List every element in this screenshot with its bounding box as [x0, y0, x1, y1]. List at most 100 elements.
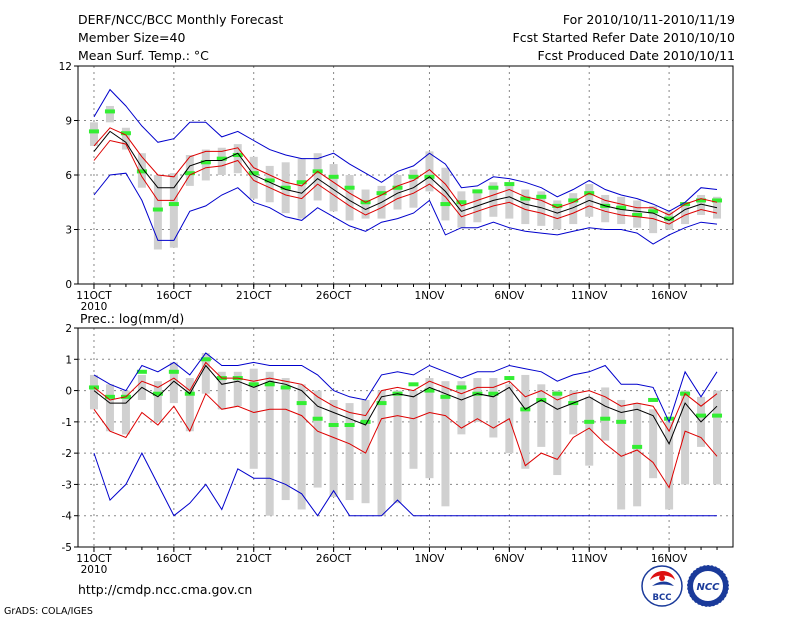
precip-spread-box — [201, 353, 210, 394]
precip-xtick-label: 11OCT — [76, 553, 112, 565]
precip-climatology-mark — [712, 413, 723, 418]
precip-ytick-label: 2 — [65, 323, 72, 335]
temp-ytick-label: 0 — [65, 279, 72, 291]
precip-spread-box — [681, 390, 690, 485]
forecast-produced-date: Fcst Produced Date 2010/10/11 — [537, 48, 735, 63]
temp-spread-box — [409, 169, 418, 208]
temp-ytick-label: 3 — [65, 225, 72, 237]
temp-climatology-mark — [648, 209, 659, 214]
temp-year-label: 2010 — [81, 301, 108, 313]
precip-climatology-mark — [424, 388, 435, 393]
temp-climatology-mark — [664, 216, 675, 221]
temp-spread-box — [329, 164, 338, 212]
temp-xtick-label: 16NOV — [651, 290, 688, 302]
temp-mean-spread-line — [93, 139, 718, 225]
precip-ensemble-max-line — [93, 352, 718, 424]
temp-climatology-mark — [168, 202, 179, 207]
precip-climatology-mark — [264, 382, 275, 387]
temp-climatology-mark — [504, 182, 515, 187]
temp-spread-box — [297, 158, 306, 219]
precip-xtick-label: 26OCT — [316, 553, 352, 565]
precip-climatology-mark — [648, 397, 659, 402]
precip-year-label: 2010 — [81, 564, 108, 576]
temp-climatology-mark — [616, 205, 627, 210]
precip-spread-box — [617, 399, 626, 510]
temp-spread-box — [713, 196, 722, 219]
precip-climatology-mark — [248, 382, 259, 387]
precip-climatology-mark — [584, 419, 595, 424]
precip-spread-box — [441, 381, 450, 507]
temp-climatology-mark — [296, 180, 307, 185]
temp-climatology-mark — [200, 160, 211, 165]
precip-xtick-label: 11NOV — [571, 553, 608, 565]
member-size-label: Member Size=40 — [78, 30, 185, 45]
temp-spread-box — [521, 189, 530, 225]
temp-climatology-mark — [696, 198, 707, 203]
precip-spread-box — [585, 396, 594, 466]
forecast-start-date: Fcst Started Refer Date 2010/10/10 — [513, 30, 736, 45]
temp-climatology-mark — [488, 185, 499, 190]
precip-ytick-label: 0 — [65, 386, 72, 398]
ncc-logo: NCC — [686, 564, 730, 608]
temp-climatology-mark — [632, 212, 643, 217]
forecast-period: For 2010/10/11-2010/11/19 — [563, 12, 735, 27]
precip-spread-box — [329, 399, 338, 497]
precip-climatology-mark — [376, 401, 387, 406]
precip-spread-box — [649, 409, 658, 479]
temp-climatology-mark — [472, 189, 483, 194]
temp-climatology-mark — [88, 129, 99, 134]
precip-ytick-label: -5 — [62, 542, 72, 554]
temp-climatology-mark — [232, 153, 243, 158]
precip-climatology-mark — [136, 369, 147, 374]
temp-climatology-mark — [136, 169, 147, 174]
temp-spread-box — [617, 196, 626, 225]
figure-title: DERF/NCC/BCC Monthly Forecast — [78, 12, 283, 27]
temp-spread-box — [681, 202, 690, 225]
temp-climatology-mark — [152, 207, 163, 212]
temp-spread-box — [553, 200, 562, 230]
precip-spread-box — [233, 371, 242, 407]
precip-climatology-mark — [696, 413, 707, 418]
temp-spread-box — [537, 191, 546, 226]
precip-climatology-mark — [616, 419, 627, 424]
precip-spread-box — [569, 390, 578, 435]
temp-climatology-mark — [328, 174, 339, 179]
precip-climatology-mark — [360, 419, 371, 424]
precip-xtick-label: 1NOV — [415, 553, 446, 565]
temp-spread-box — [489, 182, 498, 217]
temp-ytick-label: 9 — [65, 116, 72, 128]
temp-spread-box — [233, 144, 242, 174]
temp-spread-box — [105, 105, 114, 123]
precip-spread-box — [185, 378, 194, 432]
temp-ensemble-mean-line — [93, 130, 718, 221]
temp-climatology-mark — [280, 185, 291, 190]
grads-credit: GrADS: COLA/IGES — [4, 606, 93, 617]
temp-climatology-mark — [568, 198, 579, 203]
precip-spread-box — [249, 368, 258, 469]
precip-spread-box — [457, 381, 466, 435]
precip-climatology-mark — [488, 391, 499, 396]
temp-mean-spread-line — [93, 127, 718, 216]
precip-xtick-label: 16OCT — [156, 553, 192, 565]
precip-spread-box — [169, 362, 178, 404]
precip-ytick-label: -2 — [62, 448, 72, 460]
temp-xtick-label: 26OCT — [316, 290, 352, 302]
temp-spread-box — [441, 167, 450, 221]
temp-climatology-mark — [712, 198, 723, 203]
precip-spread-box — [313, 390, 322, 488]
precip-climatology-mark — [664, 416, 675, 421]
temp-spread-box — [313, 153, 322, 201]
precip-climatology-mark — [152, 391, 163, 396]
precip-climatology-mark — [280, 385, 291, 390]
bcc-logo: BCC — [641, 565, 683, 607]
precip-xtick-label: 21OCT — [236, 553, 272, 565]
precip-climatology-mark — [456, 385, 467, 390]
temp-spread-box — [505, 182, 514, 219]
temp-spread-box — [425, 151, 434, 192]
precip-spread-box — [553, 390, 562, 476]
temp-xtick-label: 11NOV — [571, 290, 608, 302]
precipitation-panel: -5 -4 -3 -2 -1 0 1 2 11OCT 16OCT 21OCT 26OCT 1NOV 6NO… — [62, 323, 734, 576]
precip-spread-box — [377, 390, 386, 516]
temp-ensemble-min-line — [93, 172, 718, 245]
precip-climatology-mark — [296, 401, 307, 406]
